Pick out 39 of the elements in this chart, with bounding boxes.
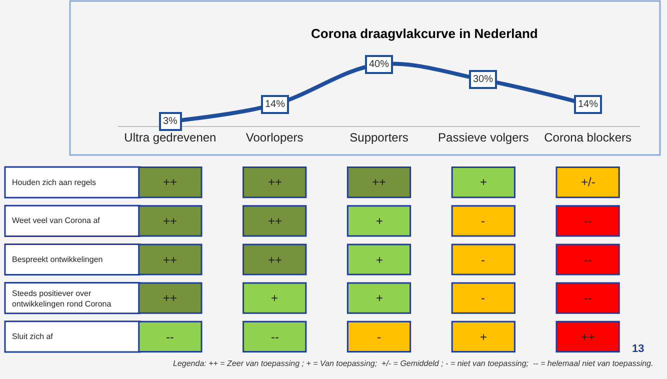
text: -- (166, 330, 174, 344)
text: + (271, 291, 278, 305)
text: + (376, 214, 384, 228)
x-tick-label: Ultra gedrevenen (124, 130, 216, 144)
text: + (376, 253, 384, 267)
data-label: 3% (163, 116, 178, 127)
text: + (480, 175, 488, 189)
text: ++ (163, 291, 178, 305)
text: -- (584, 214, 592, 228)
text: 13 (632, 343, 644, 355)
text: ++ (268, 253, 282, 267)
text: ++ (268, 175, 282, 189)
x-tick-label: Corona blockers (544, 130, 632, 144)
category-label: Sluit zich af (12, 332, 53, 341)
x-tick-label: Supporters (350, 130, 408, 144)
text: + (480, 330, 488, 344)
text: ++ (163, 175, 178, 189)
text: - (481, 214, 485, 228)
chart-title: Corona draagvlakcurve in Nederland (311, 26, 538, 41)
text: - (481, 253, 485, 267)
text: ++ (372, 175, 386, 189)
text: ++ (163, 214, 178, 228)
text: Legenda: ++ = Zeer van toepassing ; + = Van toepassing; +/- = Gemiddeld ; - = niet van toepassing; -- = helemaal niet van toepassing. (173, 359, 654, 368)
text: - (481, 291, 485, 305)
x-tick-label: Voorlopers (246, 130, 304, 144)
x-tick-label: Passieve volgers (438, 130, 529, 144)
category-label: Houden zich aan regels (12, 178, 96, 187)
category-label: Bespreekt ontwikkelingen (12, 255, 103, 264)
text: +/- (581, 175, 596, 189)
category-label: Steeds positiever over ontwikkelingen rond Corona (12, 289, 112, 308)
category-label: Weet veel van Corona af (12, 216, 100, 225)
text: -- (271, 330, 279, 344)
text: -- (584, 253, 592, 267)
text: -- (584, 291, 592, 305)
text: + (376, 291, 384, 305)
text: ++ (581, 330, 596, 344)
text: ++ (268, 214, 282, 228)
text: - (377, 330, 381, 344)
text: ++ (163, 253, 178, 267)
